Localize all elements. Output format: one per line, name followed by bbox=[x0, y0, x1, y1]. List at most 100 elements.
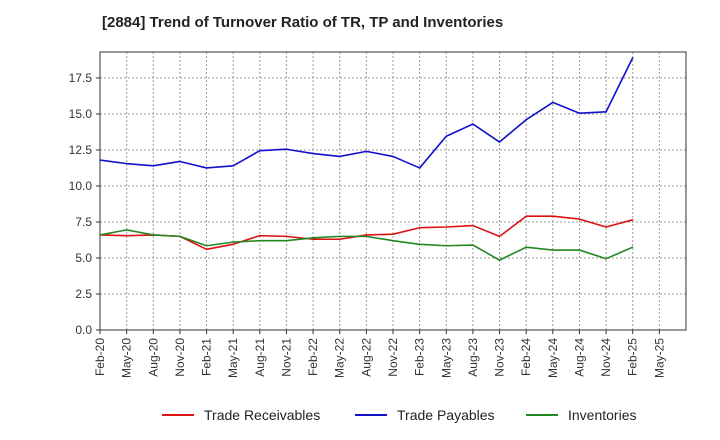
chart-title: [2884] Trend of Turnover Ratio of TR, TP… bbox=[102, 14, 504, 31]
data-point-trade-receivables bbox=[472, 224, 474, 227]
data-point-trade-payables bbox=[392, 155, 394, 158]
data-point-trade-payables bbox=[126, 163, 128, 165]
y-tick-label: 10.0 bbox=[69, 179, 93, 193]
x-tick-label: May-23 bbox=[439, 338, 453, 378]
data-point-inventories bbox=[445, 245, 447, 247]
data-point-trade-payables bbox=[632, 57, 634, 59]
data-point-trade-payables bbox=[99, 159, 101, 161]
data-point-inventories bbox=[205, 245, 208, 247]
data-point-inventories bbox=[312, 237, 314, 239]
series-group bbox=[99, 57, 634, 261]
data-point-trade-payables bbox=[445, 135, 447, 137]
x-tick-label: Feb-24 bbox=[519, 338, 533, 376]
data-point-inventories bbox=[126, 229, 128, 231]
data-point-inventories bbox=[632, 246, 634, 248]
data-point-trade-receivables bbox=[525, 215, 527, 217]
legend-label-inventories: Inventories bbox=[568, 407, 636, 423]
data-point-trade-receivables bbox=[339, 238, 341, 240]
data-point-inventories bbox=[605, 258, 607, 260]
x-tick-label: Aug-23 bbox=[466, 338, 480, 377]
data-point-trade-receivables bbox=[312, 238, 314, 240]
x-tick-label: May-21 bbox=[226, 338, 240, 378]
y-tick-label: 5.0 bbox=[75, 251, 92, 265]
data-point-trade-payables bbox=[498, 141, 501, 143]
data-point-trade-payables bbox=[472, 123, 474, 125]
data-point-inventories bbox=[498, 259, 501, 261]
x-tick-label: Nov-20 bbox=[173, 338, 187, 377]
x-tick-label: Nov-22 bbox=[386, 338, 400, 377]
data-point-trade-payables bbox=[232, 165, 234, 167]
x-tick-label: Feb-25 bbox=[626, 338, 640, 376]
legend-label-trade-payables: Trade Payables bbox=[397, 407, 495, 423]
y-tick-label: 2.5 bbox=[75, 287, 92, 301]
data-point-trade-payables bbox=[365, 150, 367, 152]
data-point-trade-payables bbox=[179, 160, 181, 163]
x-tick-label: May-20 bbox=[120, 338, 134, 378]
x-tick-label: May-22 bbox=[333, 338, 347, 378]
data-point-inventories bbox=[419, 243, 421, 245]
x-tick-label: Nov-21 bbox=[279, 338, 293, 377]
legend: Trade Receivables Trade Payables Inventori… bbox=[162, 407, 636, 423]
data-point-trade-payables bbox=[339, 155, 341, 158]
data-point-trade-receivables bbox=[605, 226, 607, 228]
data-point-trade-payables bbox=[205, 167, 208, 169]
data-point-trade-receivables bbox=[285, 235, 288, 237]
legend-label-trade-receivables: Trade Receivables bbox=[204, 407, 320, 423]
data-point-inventories bbox=[339, 235, 341, 237]
x-tick-label: Aug-20 bbox=[146, 338, 160, 377]
data-point-inventories bbox=[525, 246, 527, 248]
y-tick-label: 17.5 bbox=[69, 71, 93, 85]
data-point-trade-payables bbox=[312, 152, 314, 155]
data-point-inventories bbox=[578, 249, 581, 251]
plot-area bbox=[100, 52, 686, 330]
data-point-trade-payables bbox=[419, 167, 421, 169]
data-point-trade-receivables bbox=[232, 243, 234, 245]
x-tick-label: May-25 bbox=[652, 338, 666, 378]
x-tick-label: Feb-22 bbox=[306, 338, 320, 376]
data-point-inventories bbox=[285, 240, 288, 242]
x-tick-label: Nov-23 bbox=[493, 338, 507, 377]
data-point-inventories bbox=[365, 235, 367, 237]
y-tick-label: 0.0 bbox=[75, 323, 92, 337]
data-point-trade-receivables bbox=[419, 227, 421, 229]
data-point-inventories bbox=[152, 234, 154, 236]
data-point-trade-receivables bbox=[365, 234, 367, 236]
data-point-trade-receivables bbox=[392, 233, 394, 235]
data-point-trade-payables bbox=[552, 101, 554, 104]
data-point-trade-payables bbox=[259, 150, 261, 152]
data-point-trade-payables bbox=[605, 111, 607, 113]
x-axis: Feb-20 May-20 Aug-20 Nov-20 Feb-21 May-21 Aug-… bbox=[93, 330, 666, 378]
y-tick-label: 15.0 bbox=[69, 107, 93, 121]
data-point-inventories bbox=[392, 240, 394, 242]
data-point-trade-receivables bbox=[205, 248, 208, 250]
data-point-trade-payables bbox=[285, 148, 288, 150]
y-tick-label: 7.5 bbox=[75, 215, 92, 229]
data-point-trade-receivables bbox=[259, 235, 261, 237]
x-tick-label: Feb-20 bbox=[93, 338, 107, 376]
data-point-trade-payables bbox=[152, 165, 154, 167]
x-tick-label: Aug-21 bbox=[253, 338, 267, 377]
data-point-trade-receivables bbox=[552, 215, 554, 217]
data-point-trade-receivables bbox=[126, 235, 128, 237]
data-point-trade-receivables bbox=[632, 219, 634, 221]
x-tick-label: Feb-23 bbox=[413, 338, 427, 376]
data-point-trade-payables bbox=[525, 119, 527, 121]
data-point-trade-receivables bbox=[578, 218, 581, 220]
data-point-inventories bbox=[472, 244, 474, 246]
y-axis: 0.0 2.5 5.0 7.5 10.0 12.5 15.0 17.5 bbox=[69, 71, 100, 337]
x-tick-label: Feb-21 bbox=[200, 338, 214, 376]
x-tick-label: Aug-22 bbox=[359, 338, 373, 377]
data-point-inventories bbox=[552, 249, 554, 251]
data-point-trade-receivables bbox=[498, 235, 501, 237]
data-point-trade-receivables bbox=[445, 226, 447, 228]
y-tick-label: 12.5 bbox=[69, 143, 93, 157]
data-point-inventories bbox=[99, 234, 101, 236]
data-point-inventories bbox=[179, 235, 181, 237]
data-point-inventories bbox=[259, 240, 261, 242]
x-tick-label: Nov-24 bbox=[599, 338, 613, 377]
x-tick-label: Aug-24 bbox=[572, 338, 586, 377]
data-point-inventories bbox=[232, 241, 234, 243]
data-point-trade-payables bbox=[578, 112, 581, 114]
